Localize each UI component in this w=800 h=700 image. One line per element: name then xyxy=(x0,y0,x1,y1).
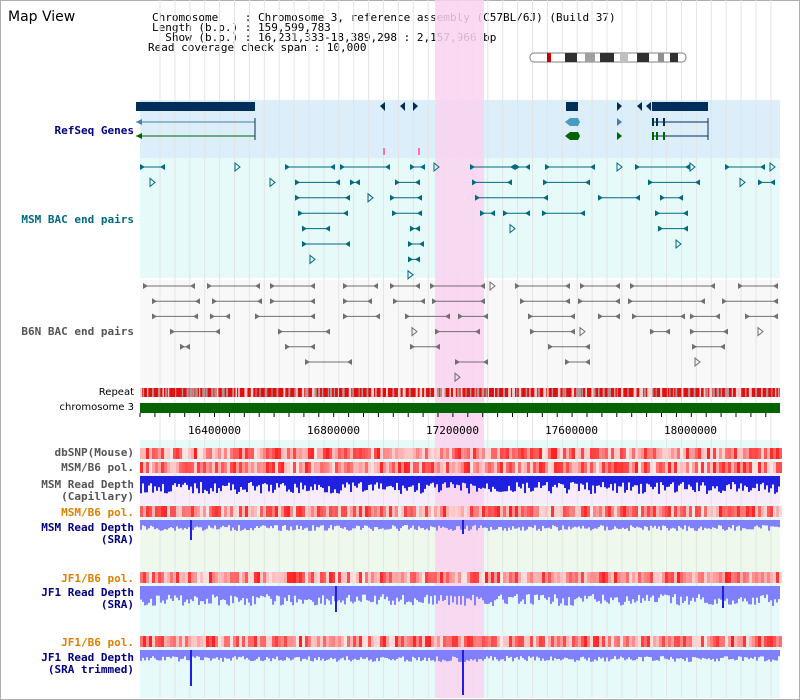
msm-pol-heat-track[interactable] xyxy=(140,462,782,473)
jf1-depth-trimmed-bars[interactable] xyxy=(140,650,780,695)
axis-tick-label: 18000000 xyxy=(664,424,717,437)
repeat-track[interactable] xyxy=(140,388,780,397)
label-b6n-bac[interactable]: B6N BAC end pairs xyxy=(21,325,134,338)
label-jf1-depth-trim-sub: (SRA trimmed) xyxy=(47,663,134,676)
jf1-pol-heat-track-2[interactable] xyxy=(140,636,782,647)
axis-tick-label: 16400000 xyxy=(188,424,241,437)
label-jf1-depth-sra-sub: (SRA) xyxy=(100,598,134,611)
label-msm-depth-cap-sub: (Capillary) xyxy=(61,490,134,503)
label-jf1-depth-trim[interactable]: JF1 Read Depth xyxy=(41,651,134,664)
b6n-bac-pairs-track[interactable] xyxy=(143,280,778,383)
jf1-pol-heat-track[interactable] xyxy=(140,572,782,583)
msm-depth-sra-bars[interactable] xyxy=(140,520,780,540)
refseq-genes-track[interactable] xyxy=(136,102,709,155)
msm-depth-capillary-bars[interactable] xyxy=(140,476,780,494)
coordinate-axis xyxy=(139,413,767,417)
label-repeat[interactable]: Repeat xyxy=(98,387,134,398)
label-msm-depth-cap[interactable]: MSM Read Depth xyxy=(41,478,134,491)
chromosome-bar[interactable] xyxy=(140,403,780,413)
label-msm-pol-2[interactable]: MSM/B6 pol. xyxy=(61,506,134,519)
label-msm-pol-1[interactable]: MSM/B6 pol. xyxy=(61,461,134,474)
jf1-depth-sra-bars[interactable] xyxy=(140,586,780,612)
label-chromosome[interactable]: chromosome 3 xyxy=(59,402,134,413)
label-dbsnp[interactable]: dbSNP(Mouse) xyxy=(54,446,134,459)
axis-tick-label: 17200000 xyxy=(426,424,479,437)
label-jf1-depth-sra[interactable]: JF1 Read Depth xyxy=(41,586,134,599)
axis-tick-label: 16800000 xyxy=(307,424,360,437)
label-msm-bac[interactable]: MSM BAC end pairs xyxy=(21,213,134,226)
label-msm-depth-sra-sub: (SRA) xyxy=(100,533,134,546)
label-jf1-pol-1[interactable]: JF1/B6 pol. xyxy=(61,572,134,585)
msm-bac-pairs-track[interactable] xyxy=(140,161,776,280)
axis-tick-label: 17600000 xyxy=(545,424,598,437)
label-msm-depth-sra[interactable]: MSM Read Depth xyxy=(41,521,134,534)
msm-pol-heat-track-2[interactable] xyxy=(140,506,782,517)
chromosome-ideogram[interactable] xyxy=(529,52,687,63)
dbsnp-heat-track[interactable] xyxy=(140,448,782,459)
label-jf1-pol-2[interactable]: JF1/B6 pol. xyxy=(61,636,134,649)
page-title: Map View xyxy=(8,9,76,25)
label-refseq[interactable]: RefSeq Genes xyxy=(54,124,134,137)
